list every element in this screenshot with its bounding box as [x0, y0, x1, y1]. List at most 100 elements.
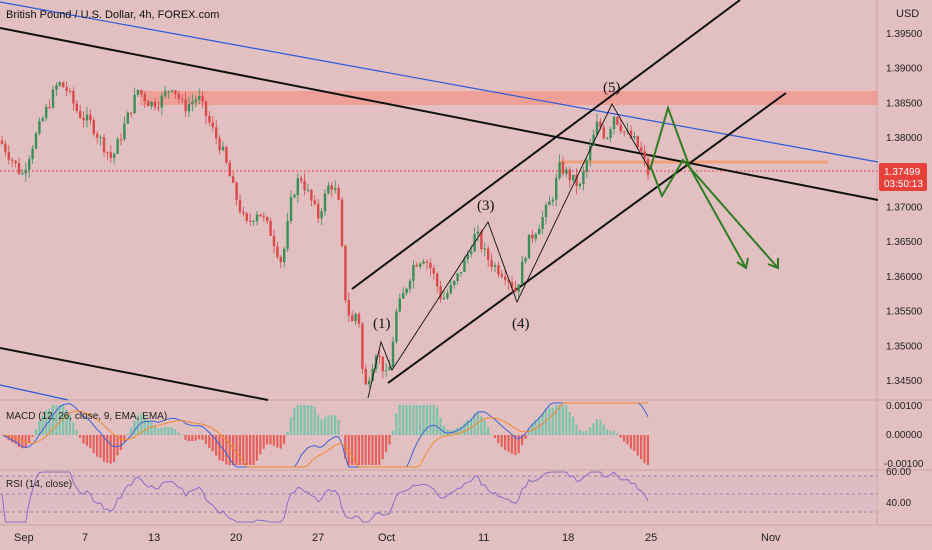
macd-histogram-bar	[99, 435, 102, 458]
macd-histogram-bar	[514, 435, 517, 456]
candle-body	[68, 90, 72, 92]
candle-body	[419, 263, 422, 267]
candle-body	[446, 293, 449, 299]
macd-histogram-bar	[31, 435, 34, 438]
candle-body	[106, 152, 109, 154]
candle-body	[140, 89, 143, 94]
price-tick-label: 1.35500	[886, 307, 923, 318]
candle-body	[160, 95, 163, 108]
price-tick-label: 1.37000	[886, 203, 923, 214]
candle-body	[456, 273, 459, 281]
candle-body	[245, 213, 248, 221]
candle-body	[555, 178, 558, 200]
candle-body	[514, 287, 517, 292]
macd-histogram-bar	[106, 435, 109, 463]
macd-histogram-bar	[96, 435, 99, 457]
macd-histogram-bar	[218, 435, 221, 461]
candle-body	[221, 146, 225, 151]
ascending-channel-upper	[351, 0, 741, 290]
macd-histogram-bar	[102, 435, 105, 462]
macd-histogram-bar	[517, 435, 520, 454]
macd-histogram-bar	[473, 413, 476, 435]
ascending-channel-lower	[387, 92, 787, 384]
macd-histogram-bar	[354, 435, 357, 465]
macd-histogram-bar	[558, 405, 561, 435]
macd-histogram-bar	[398, 405, 401, 435]
macd-histogram-bar	[92, 435, 95, 454]
macd-histogram-bar	[361, 435, 364, 465]
candle-body	[629, 130, 633, 138]
candle-body	[238, 200, 242, 212]
candle-body	[544, 205, 548, 217]
macd-histogram-bar	[425, 405, 428, 435]
candle-body	[466, 253, 469, 260]
candle-body	[422, 261, 425, 264]
macd-histogram-bar	[109, 435, 112, 464]
macd-histogram-bar	[279, 435, 282, 449]
candle-body	[340, 199, 344, 246]
macd-histogram-bar	[72, 422, 75, 435]
macd-histogram-bar	[249, 435, 252, 465]
candle-body	[391, 341, 395, 368]
candle-body	[177, 93, 180, 99]
macd-histogram-bar	[89, 435, 92, 449]
candle-body	[524, 258, 527, 262]
candle-body	[62, 82, 65, 88]
resistance-zone	[140, 91, 878, 105]
candle-body	[623, 131, 626, 133]
macd-histogram-bar	[388, 435, 391, 445]
macd-histogram-bar	[623, 435, 626, 442]
macd-histogram-bar	[17, 435, 20, 448]
macd-histogram-bar	[395, 413, 398, 435]
price-tick-label: 1.38500	[886, 98, 923, 109]
macd-histogram-bar	[55, 405, 58, 435]
macd-histogram-bar	[534, 419, 537, 435]
candle-body	[351, 315, 354, 322]
macd-histogram-bar	[170, 427, 173, 435]
macd-histogram-bar	[126, 433, 129, 435]
macd-histogram-bar	[507, 435, 510, 452]
candle-body	[344, 245, 347, 301]
macd-histogram-bar	[198, 435, 201, 440]
time-tick-label: 20	[230, 532, 242, 544]
macd-histogram-bar	[640, 435, 643, 460]
candle-body	[429, 262, 432, 269]
candle-body	[388, 367, 391, 371]
candle-body	[334, 188, 337, 190]
macd-histogram-bar	[296, 405, 299, 435]
current-price-badge	[879, 163, 927, 191]
macd-histogram-bar	[405, 405, 408, 435]
macd-histogram-bar	[153, 425, 156, 435]
macd-histogram-bar	[245, 435, 248, 465]
rsi-label: RSI (14, close)	[6, 479, 72, 490]
macd-histogram-bar	[497, 435, 500, 444]
candle-body	[296, 178, 299, 196]
candle-body	[157, 107, 160, 109]
candle-body	[34, 133, 38, 149]
candle-body	[330, 185, 333, 190]
macd-histogram-bar	[211, 435, 214, 452]
macd-histogram-bar	[38, 420, 41, 435]
macd-histogram-bar	[147, 419, 150, 435]
time-tick-label: 27	[312, 532, 324, 544]
candle-body	[402, 293, 405, 299]
macd-histogram-bar	[62, 405, 65, 435]
candle-body	[289, 197, 293, 221]
macd-histogram-bar	[204, 435, 207, 444]
macd-histogram-bar	[323, 417, 326, 435]
currency-label: USD	[896, 8, 919, 20]
macd-histogram-bar	[48, 408, 51, 435]
candle-body	[272, 235, 276, 247]
candle-body	[300, 178, 303, 181]
macd-histogram-bar	[480, 416, 483, 435]
macd-histogram-bar	[238, 435, 241, 465]
candle-body	[147, 101, 150, 107]
macd-histogram-bar	[65, 409, 68, 435]
candle-body	[398, 298, 401, 312]
candle-body	[408, 280, 412, 289]
candle-body	[0, 140, 4, 144]
candle-body	[113, 153, 116, 158]
price-tick-label: 1.39000	[886, 64, 923, 75]
